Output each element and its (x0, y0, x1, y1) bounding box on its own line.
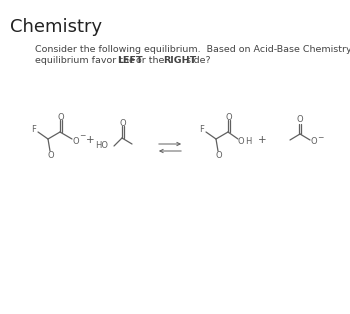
Text: −: − (79, 132, 85, 140)
Text: HO: HO (95, 142, 108, 150)
Text: +: + (86, 135, 94, 145)
Text: F: F (199, 126, 204, 134)
Text: O: O (216, 150, 222, 160)
Text: +: + (258, 135, 266, 145)
Text: Chemistry: Chemistry (10, 18, 102, 36)
Text: O: O (297, 116, 303, 124)
Text: O: O (311, 138, 317, 147)
Text: O: O (238, 137, 244, 145)
Text: O: O (120, 118, 126, 127)
Text: or the: or the (133, 56, 168, 65)
Text: equilibrium favor the: equilibrium favor the (35, 56, 138, 65)
Text: −: − (317, 133, 323, 143)
Text: F: F (32, 126, 36, 134)
Text: O: O (73, 137, 79, 145)
Text: side?: side? (183, 56, 211, 65)
Text: LEFT: LEFT (118, 56, 143, 65)
Text: RIGHT: RIGHT (163, 56, 196, 65)
Text: O: O (48, 150, 54, 160)
Text: O: O (58, 112, 64, 122)
Text: H: H (245, 137, 251, 145)
Text: O: O (226, 112, 232, 122)
Text: Consider the following equilibrium.  Based on Acid-Base Chemistry, does the: Consider the following equilibrium. Base… (35, 45, 350, 54)
